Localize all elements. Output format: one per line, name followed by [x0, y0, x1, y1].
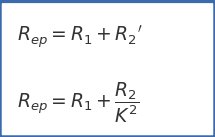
- Text: $R_{ep} = R_1 + \dfrac{R_2}{K^2}$: $R_{ep} = R_1 + \dfrac{R_2}{K^2}$: [17, 80, 140, 125]
- Text: $R_{ep} = R_1 + R_2{}'$: $R_{ep} = R_1 + R_2{}'$: [17, 24, 143, 50]
